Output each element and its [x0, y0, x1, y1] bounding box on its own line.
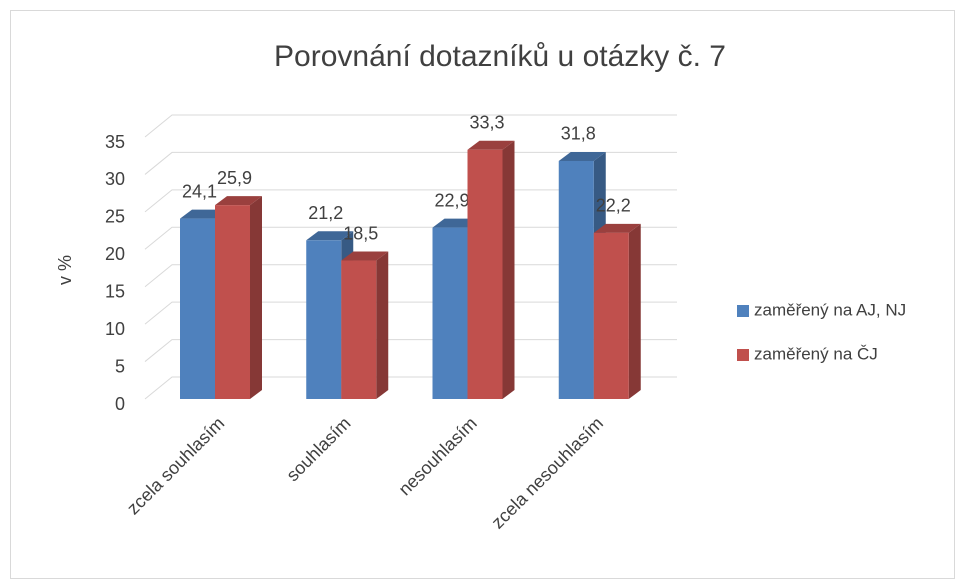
y-tick-label: 25	[105, 207, 125, 227]
value-label: 21,2	[308, 203, 343, 223]
bar	[593, 223, 641, 399]
legend-label: zaměřený na ČJ	[754, 344, 878, 363]
bar-side	[250, 196, 262, 399]
bar-top	[341, 251, 389, 261]
y-tick-label: 10	[105, 319, 125, 339]
value-label: 31,8	[561, 124, 596, 144]
legend-swatch	[737, 349, 749, 361]
value-label: 33,3	[469, 112, 504, 132]
value-label: 18,5	[343, 223, 378, 243]
grid-line	[144, 114, 677, 138]
y-tick-label: 15	[105, 281, 125, 301]
chart-title: Porovnání dotazníků u otázky č. 7	[274, 40, 726, 73]
legend-swatch	[737, 305, 749, 317]
y-axis-title: v %	[55, 255, 75, 285]
bar-front	[341, 260, 377, 399]
legend-label: zaměřený na AJ, NJ	[754, 300, 906, 319]
value-label: 22,9	[434, 190, 469, 210]
bar	[215, 196, 262, 399]
bar-front	[306, 240, 342, 399]
bar-top	[215, 196, 262, 206]
bar-top	[467, 140, 515, 150]
bar-top	[593, 223, 641, 233]
bar-front	[558, 160, 594, 399]
y-tick-label: 0	[115, 394, 125, 414]
bar-side	[628, 223, 641, 399]
bar-side	[502, 140, 515, 399]
bar-front	[593, 232, 629, 399]
bar-top	[558, 151, 606, 161]
bar-front	[180, 218, 215, 399]
value-label: 22,2	[596, 196, 631, 216]
bar-front	[215, 205, 250, 399]
bar-side	[376, 251, 389, 399]
y-tick-label: 30	[105, 169, 125, 189]
y-tick-label: 5	[115, 356, 125, 376]
bar	[341, 251, 389, 399]
value-label: 25,9	[217, 168, 252, 188]
y-tick-label: 35	[105, 132, 125, 152]
value-label: 24,1	[182, 181, 217, 201]
y-tick-label: 20	[105, 244, 125, 264]
bar-top	[306, 231, 354, 241]
bar-front	[467, 149, 503, 399]
bar	[467, 140, 515, 399]
bar-front	[432, 227, 468, 399]
